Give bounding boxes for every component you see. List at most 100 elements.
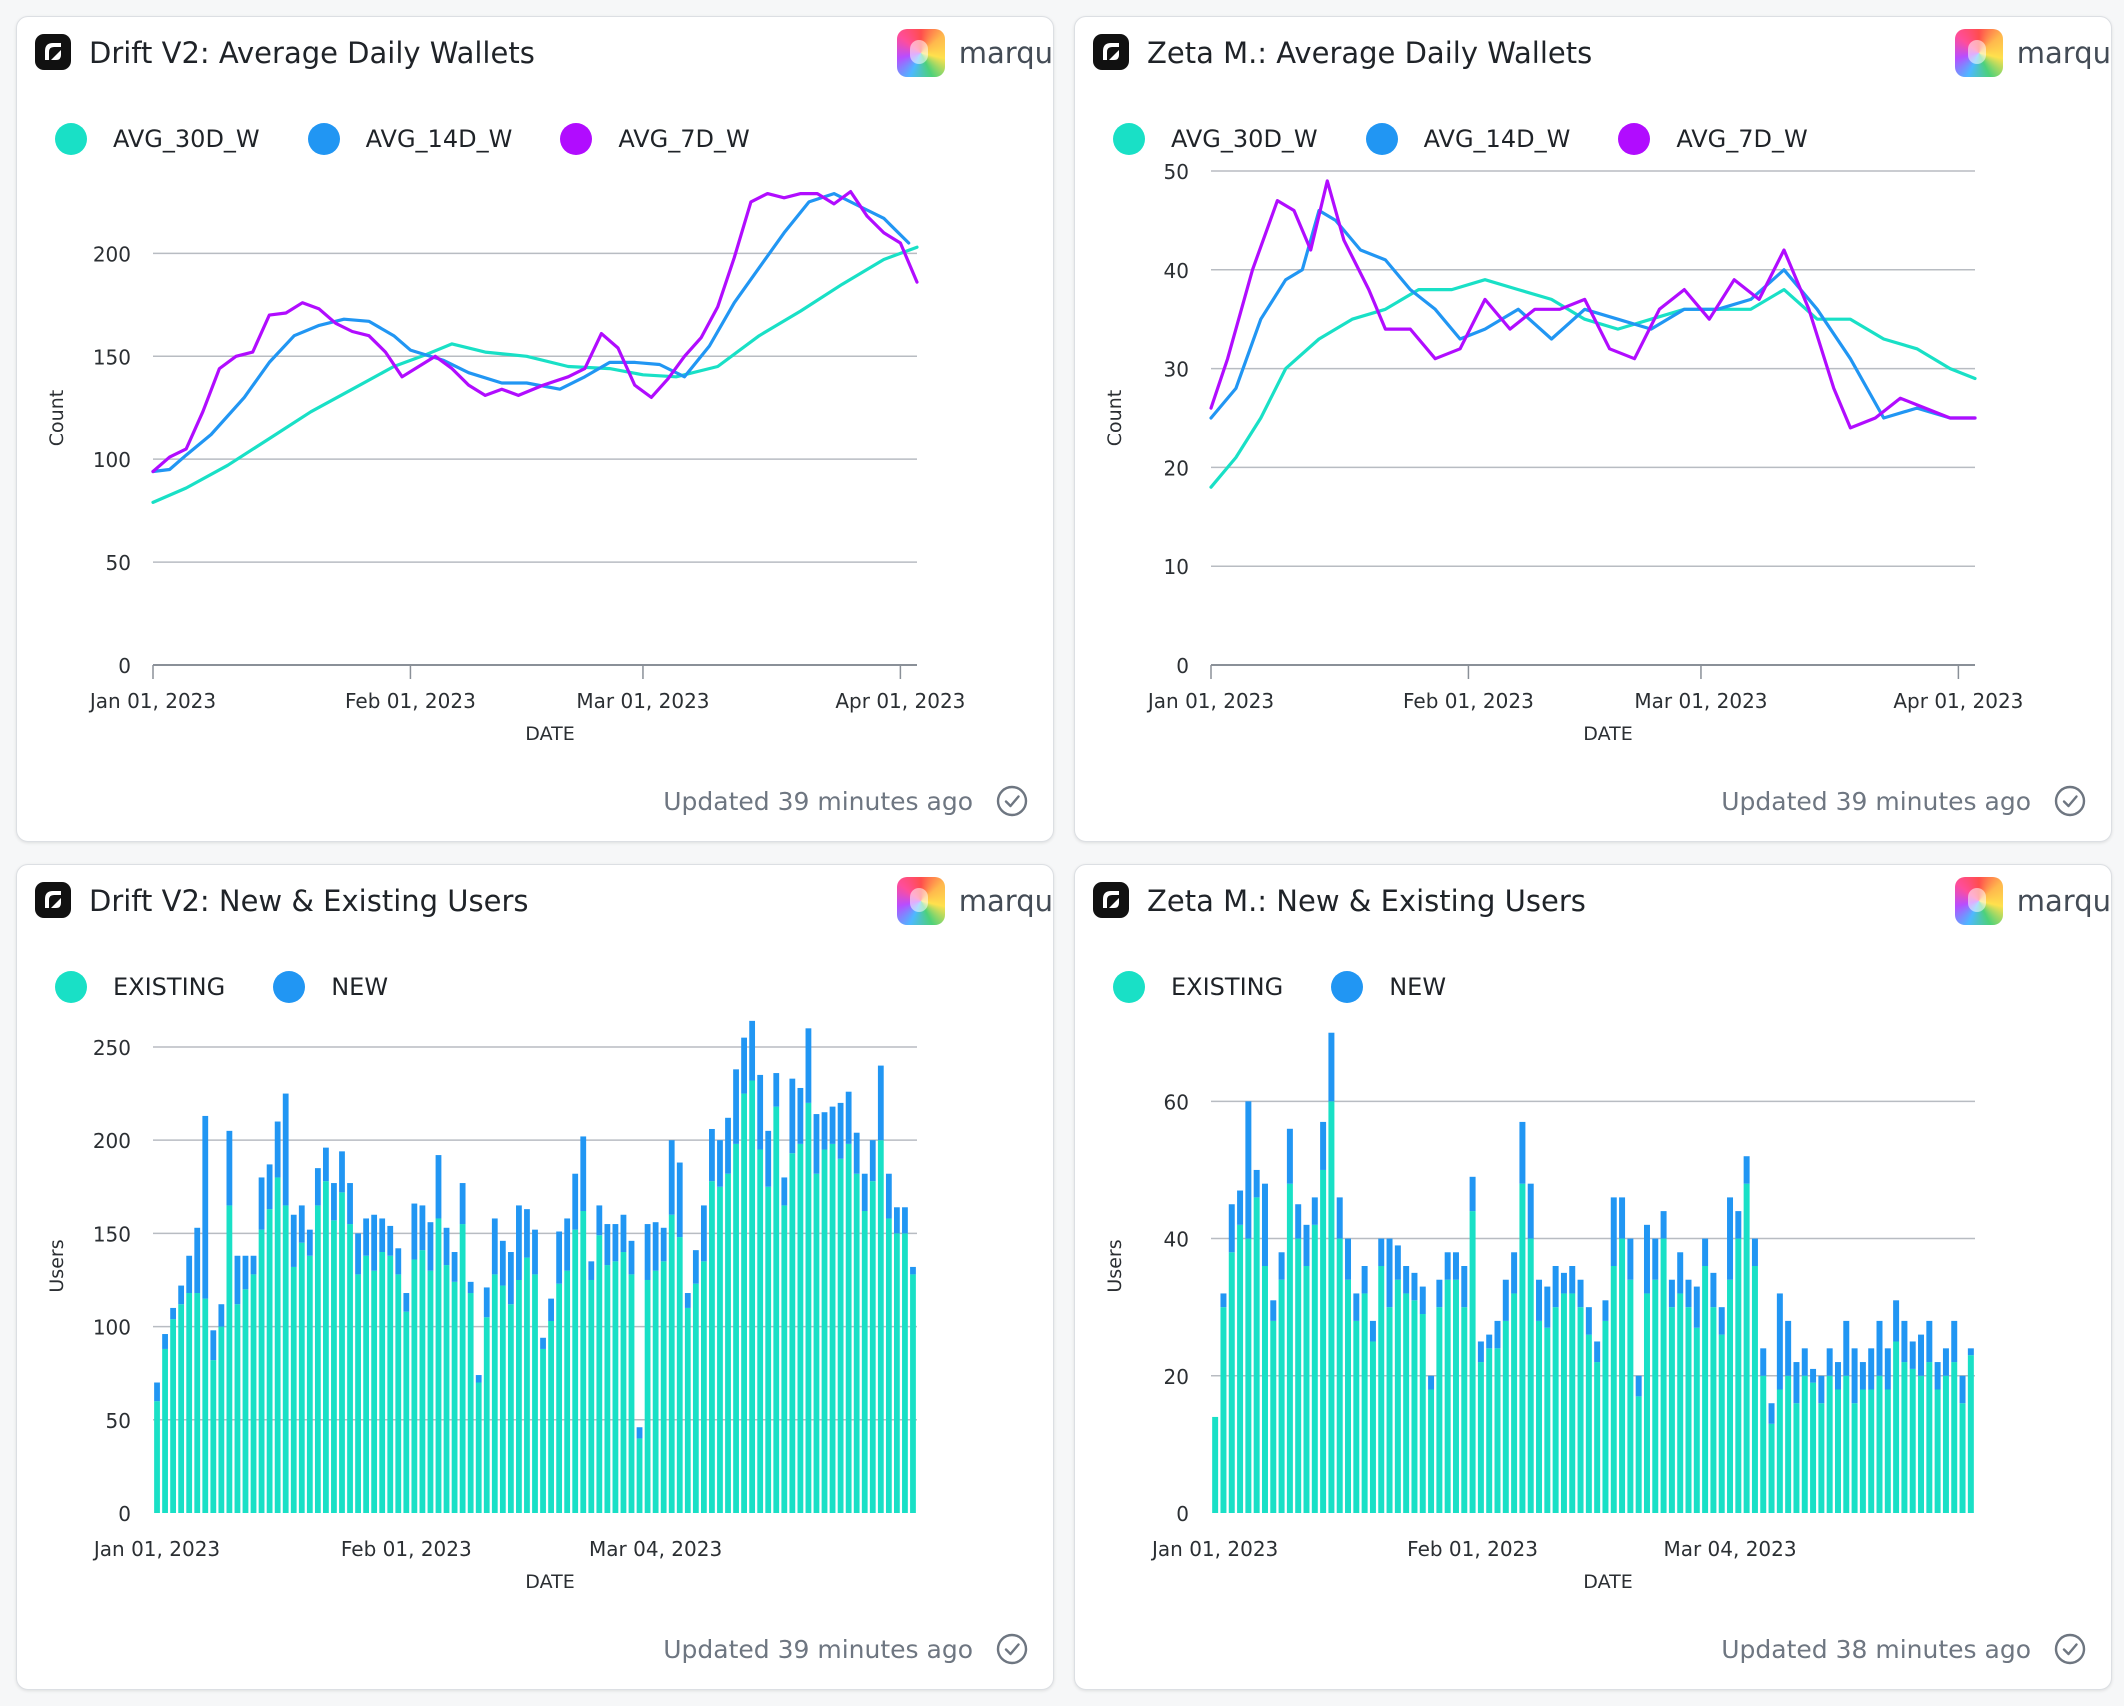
bar-existing[interactable] — [499, 1285, 506, 1513]
bar-existing[interactable] — [1942, 1375, 1949, 1513]
bar-existing[interactable] — [1220, 1307, 1227, 1513]
bar-existing[interactable] — [1926, 1362, 1933, 1513]
bar-existing[interactable] — [1378, 1266, 1385, 1513]
bar-new[interactable] — [379, 1218, 386, 1253]
bar-new[interactable] — [1594, 1341, 1601, 1363]
bar-new[interactable] — [1336, 1197, 1343, 1239]
bar-existing[interactable] — [1851, 1403, 1858, 1513]
bar-existing[interactable] — [1967, 1355, 1974, 1513]
bar-existing[interactable] — [797, 1143, 804, 1513]
bar-new[interactable] — [1419, 1286, 1426, 1315]
bar-new[interactable] — [580, 1136, 587, 1212]
bar-existing[interactable] — [885, 1218, 892, 1513]
bar-existing[interactable] — [1502, 1320, 1509, 1513]
bar-existing[interactable] — [403, 1311, 410, 1513]
bar-new[interactable] — [781, 1177, 788, 1206]
bar-new[interactable] — [403, 1293, 410, 1312]
bar-existing[interactable] — [1494, 1348, 1501, 1513]
bar-new[interactable] — [1228, 1204, 1235, 1253]
bar-existing[interactable] — [869, 1181, 876, 1513]
bar-new[interactable] — [1735, 1211, 1742, 1239]
bar-existing[interactable] — [1560, 1293, 1567, 1513]
bar-new[interactable] — [1810, 1368, 1817, 1383]
bar-new[interactable] — [331, 1183, 337, 1221]
bar-existing[interactable] — [580, 1211, 587, 1513]
bar-new[interactable] — [1278, 1252, 1285, 1280]
bar-existing[interactable] — [178, 1304, 185, 1513]
bar-new[interactable] — [266, 1164, 273, 1210]
bar-existing[interactable] — [298, 1242, 305, 1513]
bar-existing[interactable] — [700, 1261, 707, 1513]
bar-existing[interactable] — [1345, 1279, 1352, 1513]
bar-existing[interactable] — [1918, 1375, 1925, 1513]
bar-new[interactable] — [773, 1073, 780, 1107]
bar-new[interactable] — [314, 1168, 321, 1206]
bar-new[interactable] — [355, 1233, 361, 1275]
bar-existing[interactable] — [1934, 1389, 1941, 1514]
bar-existing[interactable] — [1361, 1293, 1368, 1513]
bar-existing[interactable] — [1677, 1293, 1684, 1513]
bar-new[interactable] — [1353, 1293, 1360, 1321]
bar-existing[interactable] — [323, 1181, 329, 1513]
bar-new[interactable] — [837, 1102, 844, 1159]
bar-new[interactable] — [483, 1287, 490, 1318]
bar-new[interactable] — [1643, 1224, 1650, 1294]
bar-existing[interactable] — [491, 1274, 498, 1513]
bar-existing[interactable] — [1818, 1403, 1825, 1513]
bar-new[interactable] — [339, 1151, 345, 1193]
bar-new[interactable] — [1403, 1266, 1410, 1294]
bar-new[interactable] — [1793, 1362, 1800, 1404]
bar-new[interactable] — [459, 1183, 466, 1225]
bar-new[interactable] — [1261, 1183, 1268, 1266]
bar-new[interactable] — [540, 1337, 546, 1349]
bar-existing[interactable] — [1643, 1293, 1650, 1513]
bar-existing[interactable] — [741, 1093, 747, 1513]
bar-new[interactable] — [427, 1222, 434, 1271]
bar-existing[interactable] — [628, 1274, 635, 1513]
bar-existing[interactable] — [1286, 1183, 1293, 1513]
bar-new[interactable] — [749, 1020, 756, 1081]
bar-new[interactable] — [1901, 1320, 1908, 1363]
series-line-avg-14d-w[interactable] — [151, 192, 911, 474]
bar-existing[interactable] — [194, 1293, 201, 1513]
bar-new[interactable] — [1452, 1252, 1459, 1280]
bar-new[interactable] — [347, 1183, 353, 1225]
bar-new[interactable] — [226, 1130, 233, 1206]
bar-existing[interactable] — [548, 1320, 554, 1513]
bar-new[interactable] — [1494, 1320, 1501, 1349]
bar-existing[interactable] — [1635, 1396, 1642, 1513]
bar-new[interactable] — [234, 1255, 241, 1305]
bar-new[interactable] — [813, 1114, 820, 1174]
bar-new[interactable] — [1469, 1176, 1476, 1212]
bar-new[interactable] — [1909, 1341, 1916, 1369]
bar-existing[interactable] — [1619, 1238, 1626, 1513]
bar-existing[interactable] — [347, 1224, 353, 1513]
bar-existing[interactable] — [1959, 1403, 1966, 1513]
bar-new[interactable] — [524, 1209, 530, 1258]
bar-existing[interactable] — [757, 1149, 764, 1513]
bar-new[interactable] — [1884, 1348, 1891, 1390]
bar-existing[interactable] — [1519, 1183, 1526, 1513]
bar-existing[interactable] — [1403, 1293, 1410, 1513]
bar-existing[interactable] — [829, 1143, 836, 1513]
bar-existing[interactable] — [1610, 1266, 1617, 1513]
bar-new[interactable] — [757, 1074, 764, 1150]
bar-existing[interactable] — [789, 1153, 796, 1513]
bar-existing[interactable] — [1826, 1375, 1833, 1513]
bar-new[interactable] — [1627, 1238, 1634, 1280]
bar-new[interactable] — [499, 1240, 506, 1286]
bar-new[interactable] — [1760, 1348, 1767, 1376]
bar-new[interactable] — [1585, 1307, 1592, 1335]
bar-existing[interactable] — [717, 1186, 723, 1513]
bar-existing[interactable] — [773, 1106, 780, 1513]
bar-existing[interactable] — [660, 1261, 667, 1513]
bar-new[interactable] — [1428, 1375, 1435, 1390]
bar-new[interactable] — [604, 1224, 611, 1266]
bar-existing[interactable] — [1876, 1375, 1883, 1513]
bar-existing[interactable] — [218, 1326, 225, 1513]
legend-item-avg-30d-w[interactable]: AVG_30D_W — [1113, 123, 1318, 155]
bar-new[interactable] — [1328, 1032, 1335, 1102]
bar-existing[interactable] — [1411, 1300, 1418, 1513]
bar-new[interactable] — [387, 1225, 394, 1256]
bar-new[interactable] — [1718, 1307, 1725, 1335]
